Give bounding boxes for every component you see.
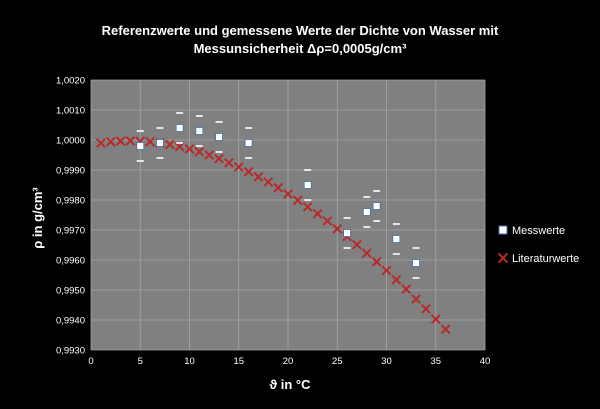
literature-point: [214, 153, 224, 164]
measured-marker: [244, 139, 253, 147]
measured-point: [175, 112, 184, 144]
measured-point: [195, 115, 204, 147]
literature-point: [204, 150, 215, 160]
legend-marker-x: [497, 252, 509, 264]
measured-point: [303, 169, 312, 201]
literature-point: [164, 139, 175, 150]
measured-point: [372, 190, 381, 222]
legend-label-literaturwerte: Literaturwerte: [512, 253, 579, 265]
literature-point: [401, 284, 412, 295]
literature-point: [184, 144, 195, 154]
literature-point: [411, 294, 421, 304]
x-tick-label: 40: [480, 356, 491, 367]
measured-marker: [195, 127, 204, 135]
measured-point: [392, 223, 401, 255]
literature-point: [361, 248, 372, 259]
measured-marker: [175, 124, 184, 132]
literature-point: [283, 189, 293, 199]
literature-point: [371, 256, 382, 267]
x-tick-label: 0: [88, 356, 93, 367]
measured-point: [136, 130, 145, 162]
measured-point: [343, 217, 352, 249]
x-axis-label: ϑ in °C: [270, 377, 312, 392]
legend-marker-square: [498, 225, 508, 235]
literature-point: [440, 324, 451, 335]
measured-point: [215, 121, 223, 153]
measured-marker: [156, 139, 164, 147]
measured-point: [156, 127, 164, 159]
measured-marker: [303, 181, 312, 189]
measured-point: [362, 196, 371, 228]
y-tick-label: 0,9980: [56, 196, 85, 207]
legend-item-messwerte: Messwerte: [498, 225, 565, 237]
x-tick-label: 30: [381, 356, 392, 367]
measured-marker: [215, 133, 223, 141]
chart-subtitle: Messunsicherheit Δρ=0,0005g/cm³: [193, 41, 407, 56]
literature-point: [352, 239, 362, 250]
literature-point: [243, 166, 254, 177]
x-tick-label: 5: [138, 356, 143, 367]
literature-point: [105, 136, 116, 147]
chart-title: Referenzwerte und gemessene Werte der Di…: [101, 23, 499, 38]
legend-item-literaturwerte: Literaturwerte: [497, 252, 579, 265]
legend: Messwerte Literaturwerte: [497, 225, 579, 265]
y-tick-label: 0,9950: [56, 286, 85, 297]
measured-marker: [362, 208, 371, 216]
y-tick-label: 0,9930: [56, 346, 85, 357]
x-tick-label: 10: [184, 356, 195, 367]
literature-point: [253, 171, 264, 182]
legend-label-messwerte: Messwerte: [512, 225, 565, 237]
y-tick-label: 0,9990: [56, 166, 85, 177]
literature-point: [273, 182, 284, 193]
literature-point: [302, 201, 313, 212]
x-tick-label: 25: [332, 356, 343, 367]
literature-point: [391, 274, 402, 285]
measured-marker: [392, 235, 401, 243]
y-tick-label: 0,9970: [56, 226, 85, 237]
x-tick-label: 35: [430, 356, 441, 367]
literature-point: [223, 157, 234, 168]
literature-point: [115, 136, 126, 147]
measured-point: [244, 127, 253, 159]
measured-marker: [372, 202, 381, 210]
literature-point: [312, 208, 323, 219]
x-tick-label: 20: [283, 356, 294, 367]
literature-point: [381, 265, 392, 276]
y-axis-label: ρ in g/cm³: [30, 187, 45, 249]
measured-marker: [136, 142, 145, 150]
literature-point: [292, 195, 303, 206]
y-tick-label: 1,0020: [56, 76, 85, 87]
literature-point: [95, 138, 106, 148]
data-layer: [95, 112, 451, 335]
y-tick-label: 0,9940: [56, 316, 85, 327]
y-tick-label: 0,9960: [56, 256, 85, 267]
y-tick-label: 1,0000: [56, 136, 85, 147]
y-tick-label: 1,0010: [56, 106, 85, 117]
tick-labels: 0,9930 0,9940 0,9950 0,9960 0,9970 0,9980 0,99…: [56, 76, 490, 368]
literature-point: [420, 303, 431, 314]
measured-marker: [343, 229, 352, 237]
literature-point: [145, 136, 156, 147]
literature-point: [125, 135, 136, 146]
x-tick-label: 15: [233, 356, 244, 367]
literature-point: [430, 314, 441, 325]
literature-point: [322, 216, 333, 226]
literature-point: [194, 146, 205, 157]
measured-point: [412, 247, 420, 279]
measured-marker: [412, 259, 420, 267]
literature-point: [263, 177, 274, 187]
literature-point: [332, 223, 343, 234]
literature-point: [233, 162, 244, 172]
